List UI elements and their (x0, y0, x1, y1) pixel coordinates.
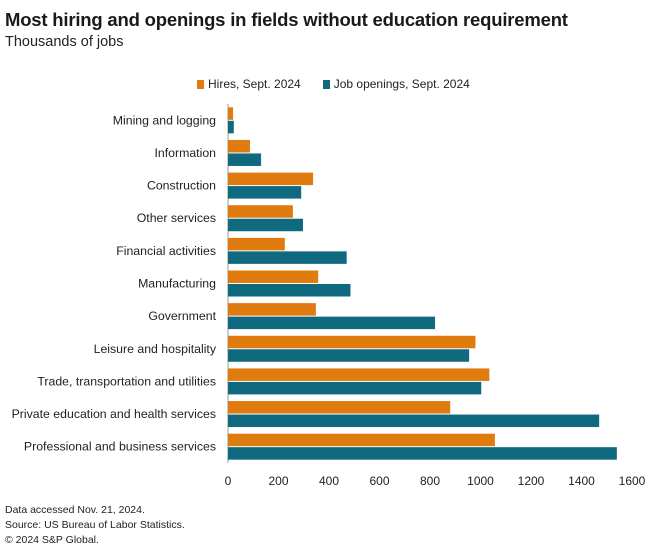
bar-hires (228, 335, 476, 349)
bar-openings (228, 186, 302, 199)
bar-openings (228, 218, 303, 232)
footer: Data accessed Nov. 21, 2024. Source: US … (5, 503, 185, 548)
legend-item-openings: Job openings, Sept. 2024 (322, 77, 470, 91)
bar-hires (228, 172, 314, 186)
category-label: Professional and business services (24, 440, 216, 454)
x-tick-label: 1600 (619, 474, 646, 488)
footer-source: Source: US Bureau of Labor Statistics. (5, 519, 185, 531)
bar-openings (228, 414, 600, 428)
category-label: Private education and health services (12, 407, 216, 421)
bar-openings (228, 284, 351, 297)
x-tick-label: 600 (369, 474, 389, 488)
bar-openings (228, 251, 347, 264)
bar-openings (228, 120, 234, 134)
legend-swatch-openings (322, 79, 330, 89)
category-label: Leisure and hospitality (94, 342, 217, 356)
legend-item-hires: Hires, Sept. 2024 (197, 77, 301, 91)
legend: Hires, Sept. 2024 Job openings, Sept. 20… (197, 77, 492, 91)
legend-swatch-hires (197, 79, 204, 89)
x-tick-label: 800 (420, 474, 440, 488)
legend-label-openings: Job openings, Sept. 2024 (333, 77, 470, 91)
bar-hires (228, 368, 490, 381)
bar-chart: Mining and logging Information Constructio… (12, 104, 646, 488)
footer-accessed: Data accessed Nov. 21, 2024. (5, 504, 145, 516)
x-tick-label: 1200 (518, 474, 545, 488)
bar-openings (228, 349, 470, 362)
bar-hires (228, 303, 316, 316)
bar-openings (228, 316, 436, 330)
category-label: Mining and logging (113, 113, 216, 127)
chart-title: Most hiring and openings in fields witho… (5, 9, 568, 30)
x-tick-label: 400 (319, 474, 339, 488)
x-tick-label: 200 (268, 474, 288, 488)
category-label: Government (148, 309, 216, 323)
bar-openings (228, 153, 262, 166)
x-tick-label: 0 (225, 474, 232, 488)
category-label: Financial activities (116, 244, 216, 258)
bar-openings (228, 381, 482, 395)
bar-hires (228, 139, 250, 153)
category-label: Trade, transportation and utilities (37, 374, 216, 388)
category-label: Construction (147, 179, 216, 193)
bar-hires (228, 270, 319, 283)
category-label: Manufacturing (138, 277, 216, 291)
x-tick-label: 1000 (467, 474, 494, 488)
footer-copyright: © 2024 S&P Global. (5, 534, 99, 546)
category-label: Other services (137, 211, 216, 225)
x-tick-label: 1400 (568, 474, 595, 488)
bar-hires (228, 237, 285, 251)
bar-hires (228, 401, 451, 414)
bar-hires (228, 433, 495, 447)
legend-label-hires: Hires, Sept. 2024 (208, 77, 301, 91)
bar-hires (228, 205, 293, 218)
chart-subtitle: Thousands of jobs (5, 34, 124, 50)
category-label: Information (154, 146, 216, 160)
bar-hires (228, 107, 234, 120)
bar-openings (228, 447, 617, 460)
